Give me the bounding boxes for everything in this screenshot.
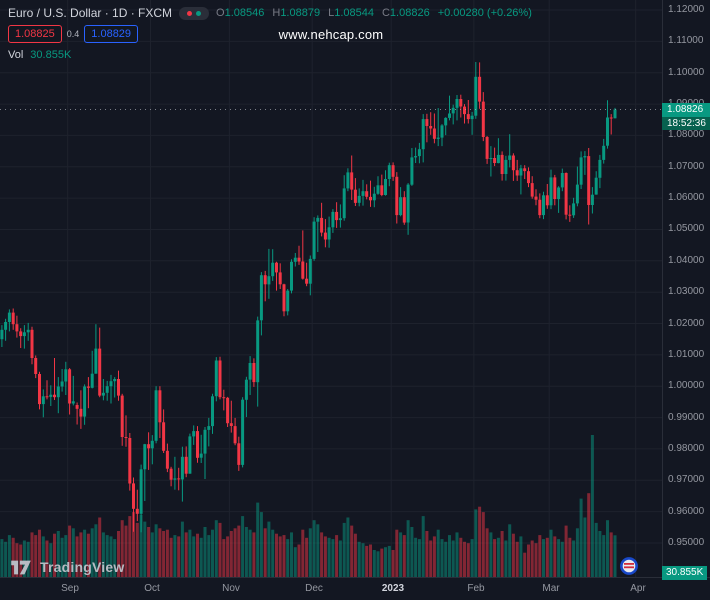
gridlines <box>0 0 662 577</box>
time-axis-tick: Apr <box>630 583 646 594</box>
high-value: H1.08879 <box>272 7 321 19</box>
open-value: O1.08546 <box>216 7 265 19</box>
volume-bars <box>0 435 617 577</box>
time-axis[interactable]: Sep Oct Nov Dec 2023 Feb Mar Apr <box>0 577 710 600</box>
spread-value: 0.4 <box>66 29 80 39</box>
tradingview-logo[interactable]: TradingView <box>8 559 124 575</box>
price-axis-tick: 1.11000 <box>668 35 704 46</box>
price-axis-tick: 0.99000 <box>668 412 705 423</box>
green-dot-icon <box>196 10 202 16</box>
price-axis-tick: 1.10000 <box>668 67 705 78</box>
time-axis-tick: Oct <box>144 583 160 594</box>
time-axis-tick: Mar <box>542 583 560 594</box>
legend-toggle-icon[interactable] <box>179 6 210 20</box>
candlesticks <box>0 62 617 533</box>
price-axis-tick: 1.04000 <box>668 255 705 266</box>
symbol-title[interactable]: Euro / U.S. Dollar · 1D · FXCM <box>8 6 173 20</box>
broker-logo-icon[interactable] <box>620 557 638 580</box>
red-dot-icon <box>187 10 193 16</box>
bar-countdown: 18:52:36 <box>662 117 710 130</box>
price-axis[interactable]: 1.120001.110001.100001.090001.080001.070… <box>662 0 710 577</box>
change-value: +0.00280 (+0.26%) <box>437 7 532 19</box>
price-axis-tick: 0.96000 <box>668 506 705 517</box>
price-axis-tick: 1.00000 <box>668 380 705 391</box>
sell-price-button[interactable]: 1.08825 <box>8 25 62 43</box>
price-axis-tick: 0.95000 <box>668 537 705 548</box>
time-axis-tick: Feb <box>467 583 485 594</box>
price-axis-tick: 0.97000 <box>668 474 705 485</box>
price-axis-tick: 1.02000 <box>668 318 705 329</box>
price-axis-tick: 1.06000 <box>668 192 705 203</box>
price-axis-tick: 1.01000 <box>668 349 705 360</box>
time-axis-tick: Sep <box>61 583 79 594</box>
volume-row: Vol 30.855K <box>8 49 71 61</box>
low-value: L1.08544 <box>328 7 374 19</box>
tradingview-logo-text: TradingView <box>40 559 125 575</box>
current-price-value: 1.08826 <box>662 103 710 117</box>
volume-value: 30.855K <box>30 49 72 61</box>
price-axis-tick: 1.07000 <box>668 161 705 172</box>
chart-pane[interactable] <box>0 0 662 577</box>
time-axis-tick: Nov <box>222 583 240 594</box>
current-volume-label: 30.855K <box>662 566 708 580</box>
price-axis-tick: 1.12000 <box>668 4 705 15</box>
chart-legend: Euro / U.S. Dollar · 1D · FXCM O1.08546 … <box>8 6 532 61</box>
candlestick-chart[interactable] <box>0 0 662 577</box>
close-value: C1.08826 <box>381 7 430 19</box>
volume-label[interactable]: Vol <box>8 49 24 61</box>
buy-price-button[interactable]: 1.08829 <box>84 25 139 43</box>
time-axis-tick: 2023 <box>381 583 405 594</box>
legend-row-title: Euro / U.S. Dollar · 1D · FXCM O1.08546 … <box>8 6 532 20</box>
time-axis-tick: Dec <box>305 583 323 594</box>
blue-red-roundel-icon <box>620 557 638 575</box>
watermark-text: www.nehcap.com <box>278 27 384 42</box>
current-price-label: 1.08826 18:52:36 <box>662 103 710 130</box>
ohlc-values: O1.08546 H1.08879 L1.08544 C1.08826 +0.0… <box>216 7 532 19</box>
price-axis-tick: 1.08000 <box>668 129 705 140</box>
bid-ask-row: 1.08825 0.4 1.08829 <box>8 25 139 43</box>
tradingview-mark-icon <box>11 560 31 574</box>
price-axis-tick: 1.03000 <box>668 286 705 297</box>
price-axis-tick: 1.05000 <box>668 223 705 234</box>
price-axis-tick: 0.98000 <box>668 443 705 454</box>
